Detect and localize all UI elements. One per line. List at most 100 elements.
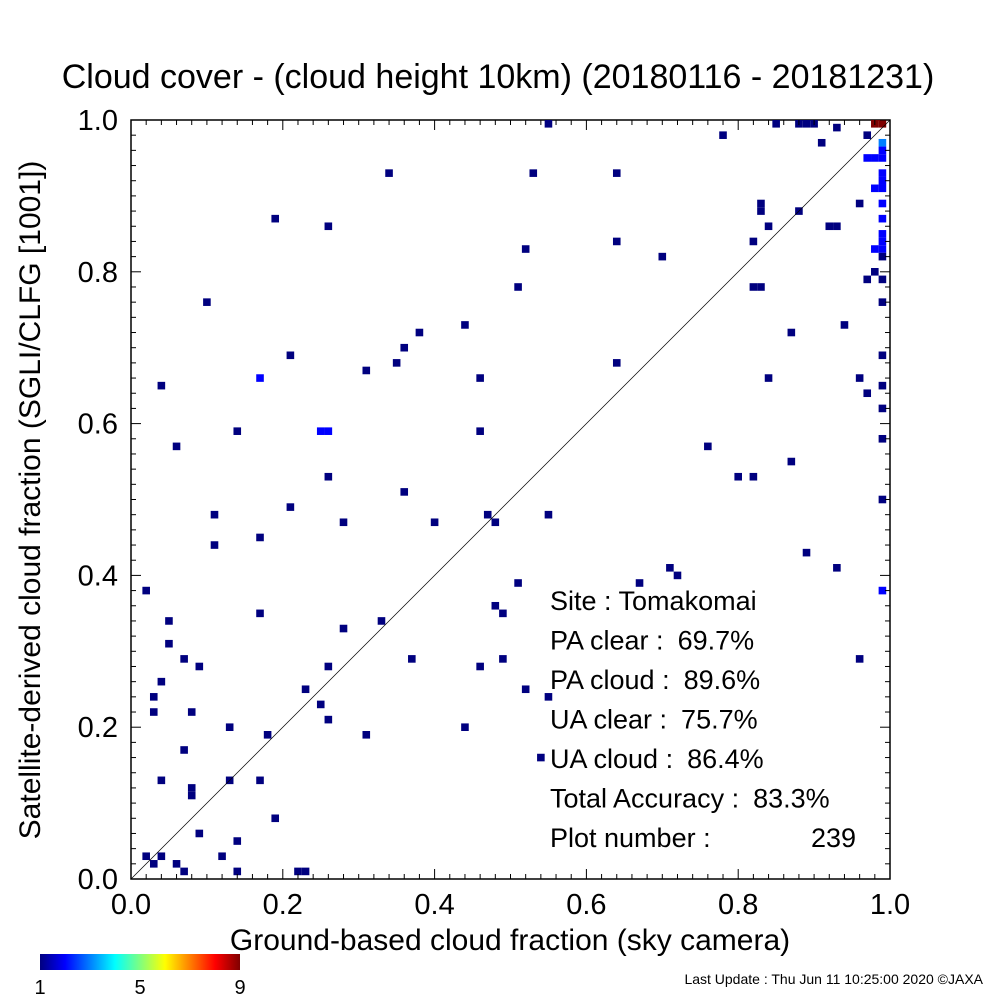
heatmap-cell [225,723,234,731]
heatmap-cell [521,245,530,253]
stat-label: UA cloud : [550,744,673,774]
heatmap-cell [263,731,272,739]
heatmap-cell [491,518,500,527]
heatmap-cell [316,700,325,709]
heatmap-cell [339,624,348,633]
heatmap-cell [400,343,409,352]
heatmap-cell [271,214,280,223]
heatmap-cell [878,298,887,306]
stat-value: 69.7% [678,626,755,656]
accuracy-stats-box: Site : Tomakomai PA clear : 69.7% PA cloud … [550,586,856,853]
heatmap-cell [658,252,667,261]
stat-value: 75.7% [681,705,758,735]
count-colorbar: 1 5 9 [34,954,246,999]
stat-label: Site : Tomakomai [550,586,757,616]
heatmap-cell [878,138,887,147]
heatmap-cell [544,693,553,701]
heatmap-cell [180,655,188,663]
heatmap-cell [878,199,887,208]
stat-label: Plot number : [550,823,711,853]
heatmap-cell [203,298,211,306]
x-tick-labels: 0.0 0.2 0.4 0.6 0.8 1.0 [111,889,910,921]
heatmap-cell [377,617,386,625]
heatmap-cell [461,321,469,329]
heatmap-cell [491,601,500,610]
heatmap-cell [878,237,887,246]
heatmap-cell [840,321,849,329]
heatmap-cell [210,541,219,549]
heatmap-cell [878,169,887,177]
heatmap-cell [802,548,811,557]
heatmap-cell [757,207,765,215]
heatmap-cell [529,169,538,177]
stat-label: Total Accuracy : [550,784,739,814]
heatmap-cell [316,427,325,435]
heatmap-cell [802,120,811,128]
heatmap-cell [339,518,348,527]
heatmap-cell [878,146,887,155]
heatmap-cell [233,427,242,435]
heatmap-cell [142,852,150,861]
heatmap-cell [392,359,401,367]
heatmap-cell [271,814,280,823]
axis-ticks [130,119,891,880]
heatmap-cell [149,860,158,868]
heatmap-cell [461,723,469,731]
heatmap-cell [165,617,173,625]
heatmap-cell [833,564,841,572]
heatmap-cell [476,427,484,435]
heatmap-cell [764,222,773,231]
heatmap-cell [878,495,887,504]
heatmap-cell [362,366,371,375]
heatmap-cell [544,120,553,128]
x-tick-label: 0.2 [263,889,303,921]
heatmap-cell [612,237,621,246]
heatmap-cell [719,131,727,139]
heatmap-cell [833,222,841,231]
stat-label: PA clear : [550,626,664,656]
heatmap-cell [157,852,166,861]
heatmap-cell [385,169,393,177]
heatmap-cell [825,222,834,231]
heatmap-cell [430,518,439,527]
y-tick-label: 0.2 [78,712,118,744]
x-tick-label: 0.4 [414,889,454,921]
stat-label: PA cloud : [550,665,670,695]
heatmap-cell [871,184,879,193]
heatmap-cell [187,791,196,800]
heatmap-cell [187,708,196,716]
heatmap-cell [635,579,644,587]
heatmap-cell [878,351,887,360]
heatmap-cell [749,283,758,291]
heatmap-cell [521,685,530,694]
heatmap-cell [157,776,166,785]
stat-value: 83.3% [753,784,830,814]
heatmap-cell [218,852,226,861]
heatmap-cell [863,389,872,398]
heatmap-cell [749,237,758,246]
heatmap-cell [301,867,310,876]
heatmap-cells [142,120,887,876]
y-axis-label: Satellite-derived cloud fraction (SGLI/C… [14,161,47,840]
colorbar-max-label: 9 [234,977,245,999]
heatmap-cell [855,655,864,663]
heatmap-cell [483,510,492,519]
heatmap-cell [256,374,264,382]
heatmap-cell [149,708,158,716]
heatmap-cell [256,776,264,785]
heatmap-cell [233,837,242,845]
y-tick-label: 0.8 [78,257,118,289]
heatmap-cell [863,275,872,284]
heatmap-cell [878,184,887,193]
stat-value: 86.4% [687,744,764,774]
heatmap-cell [172,442,181,451]
heatmap-cell [476,374,484,382]
heatmap-cell [324,662,333,671]
heatmap-cell [476,662,484,671]
y-tick-labels: 0.0 0.2 0.4 0.6 0.8 1.0 [78,105,118,896]
heatmap-cell [612,359,621,367]
heatmap-cell [301,685,310,694]
heatmap-cell [749,472,758,481]
heatmap-cell [400,488,409,496]
